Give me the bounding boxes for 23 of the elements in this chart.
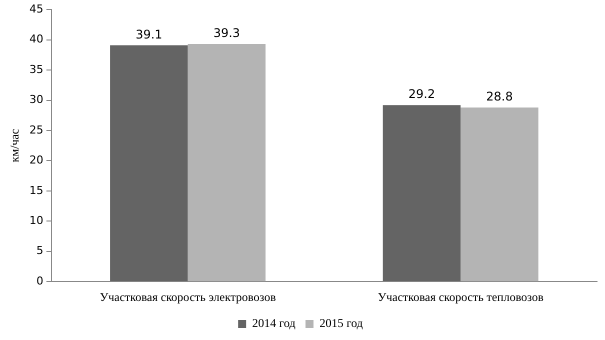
- bar: [188, 44, 266, 282]
- y-tick-label: 30: [29, 93, 44, 106]
- bar: [110, 45, 188, 282]
- y-tick-label: 0: [36, 274, 44, 288]
- y-tick-label: 35: [29, 62, 44, 76]
- y-tick-label: 40: [29, 32, 44, 46]
- bar: [382, 105, 461, 282]
- legend-label: 2014 год: [252, 316, 296, 330]
- x-tick-label: Участковая скорость тепловозов: [378, 290, 544, 304]
- legend-label: 2015 год: [320, 316, 363, 330]
- y-tick-label: 5: [36, 244, 44, 258]
- data-label: 39.3: [213, 26, 240, 40]
- y-tick-label: 45: [29, 2, 44, 16]
- data-label: 39.1: [136, 27, 162, 42]
- y-tick-label: 20: [29, 154, 44, 167]
- y-tick-label: 25: [29, 123, 44, 136]
- y-tick-label: 10: [29, 214, 44, 228]
- data-label: 29.2: [408, 87, 436, 102]
- bar: [460, 108, 538, 282]
- y-axis-title: км/час: [7, 128, 22, 162]
- data-label: 28.8: [486, 90, 513, 104]
- y-tick-label: 15: [29, 184, 44, 197]
- x-tick-label: Участковая скорость электровозов: [100, 290, 276, 304]
